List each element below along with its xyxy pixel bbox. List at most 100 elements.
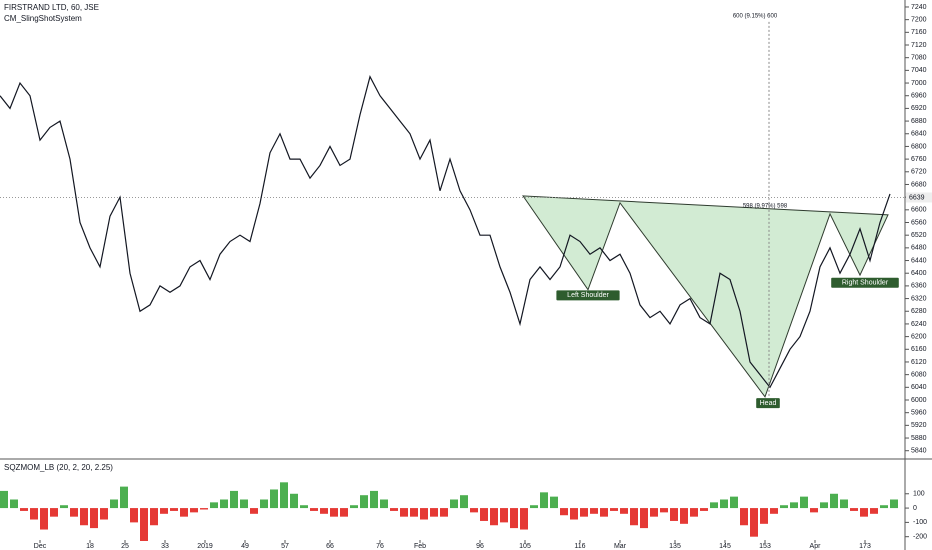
momentum-bar xyxy=(160,508,168,514)
pattern-label-box xyxy=(831,277,899,288)
y-tick-label: 6280 xyxy=(911,308,927,315)
momentum-bar xyxy=(230,490,238,509)
momentum-bar xyxy=(20,508,28,511)
momentum-bar xyxy=(360,495,368,509)
momentum-bar xyxy=(820,502,828,509)
y-tick-label: 7120 xyxy=(911,42,927,49)
pattern-label: Left Shoulder xyxy=(567,292,609,299)
y-tick-label: 6800 xyxy=(911,143,927,150)
momentum-bar xyxy=(450,499,458,509)
momentum-bar xyxy=(180,508,188,517)
y-tick-label: 100 xyxy=(913,491,925,498)
momentum-bar xyxy=(290,493,298,509)
momentum-bar xyxy=(740,508,748,526)
last-price-box xyxy=(906,192,932,203)
y-tick-label: 5920 xyxy=(911,422,927,429)
momentum-bar xyxy=(130,508,138,523)
y-tick-label: 6440 xyxy=(911,257,927,264)
x-tick-label: Feb xyxy=(414,543,426,550)
momentum-bar xyxy=(350,505,358,509)
x-tick-label: 66 xyxy=(326,543,334,550)
y-tick-label: 0 xyxy=(913,505,917,512)
pattern-label: Head xyxy=(760,400,777,407)
x-tick-label: 57 xyxy=(281,543,289,550)
momentum-bar xyxy=(660,508,668,513)
momentum-bar xyxy=(270,489,278,509)
momentum-bar xyxy=(840,499,848,509)
momentum-bar xyxy=(440,508,448,517)
momentum-bar xyxy=(380,499,388,509)
momentum-bar xyxy=(720,499,728,509)
y-tick-label: 7240 xyxy=(911,4,927,11)
momentum-bar xyxy=(120,486,128,509)
momentum-bar xyxy=(810,508,818,513)
momentum-bar xyxy=(620,508,628,514)
x-tick-label: 25 xyxy=(121,543,129,550)
momentum-bar xyxy=(200,508,208,510)
momentum-bar xyxy=(390,508,398,511)
momentum-bar xyxy=(400,508,408,517)
momentum-bar xyxy=(460,495,468,509)
momentum-bar xyxy=(500,508,508,523)
momentum-bar xyxy=(150,508,158,526)
pattern-label: Right Shoulder xyxy=(842,280,889,287)
momentum-bar xyxy=(410,508,418,517)
y-tick-label: 6080 xyxy=(911,371,927,378)
x-tick-label: Mar xyxy=(614,543,627,550)
momentum-bar xyxy=(260,499,268,509)
momentum-bar xyxy=(60,505,68,509)
momentum-bar xyxy=(100,508,108,520)
x-tick-label: Dec xyxy=(34,543,47,550)
momentum-bar xyxy=(640,508,648,529)
momentum-bar xyxy=(530,505,538,509)
momentum-bar xyxy=(340,508,348,517)
y-tick-label: 7200 xyxy=(911,16,927,23)
momentum-bar xyxy=(80,508,88,526)
x-tick-label: 116 xyxy=(574,543,585,550)
momentum-bar xyxy=(540,492,548,509)
momentum-bar xyxy=(320,508,328,514)
last-price-label: 6639 xyxy=(909,194,925,201)
momentum-bar xyxy=(90,508,98,529)
momentum-bar xyxy=(310,508,318,511)
momentum-bar xyxy=(280,482,288,509)
y-tick-label: 6920 xyxy=(911,105,927,112)
y-tick-label: 6320 xyxy=(911,295,927,302)
momentum-bar xyxy=(600,508,608,517)
x-tick-label: 33 xyxy=(161,543,169,550)
x-tick-label: 2019 xyxy=(197,543,213,550)
momentum-title: SQZMOM_LB (20, 2, 20, 2.25) xyxy=(4,463,113,472)
momentum-bar xyxy=(420,508,428,520)
momentum-bar xyxy=(680,508,688,524)
y-tick-label: 5960 xyxy=(911,410,927,417)
pattern-label-box xyxy=(556,290,620,301)
x-tick-label: 105 xyxy=(519,543,531,550)
momentum-bar xyxy=(710,502,718,509)
momentum-bar xyxy=(330,508,338,517)
momentum-bar xyxy=(890,499,898,509)
momentum-bar xyxy=(470,508,478,513)
momentum-bar xyxy=(370,490,378,509)
momentum-bar xyxy=(850,508,858,511)
momentum-bar xyxy=(800,496,808,509)
y-tick-label: 6160 xyxy=(911,346,927,353)
momentum-bar xyxy=(770,508,778,514)
momentum-bar xyxy=(790,502,798,509)
momentum-bar xyxy=(580,508,588,517)
momentum-bar xyxy=(730,496,738,509)
y-tick-label: 6760 xyxy=(911,156,927,163)
momentum-bar xyxy=(10,499,18,509)
y-tick-label: 6040 xyxy=(911,384,927,391)
y-tick-label: 6120 xyxy=(911,359,927,366)
y-tick-label: 6600 xyxy=(911,207,927,214)
measure-label: 598 (9.97%) 598 xyxy=(743,204,788,210)
x-tick-label: 96 xyxy=(476,543,484,550)
momentum-bar xyxy=(590,508,598,514)
y-tick-label: 6680 xyxy=(911,181,927,188)
momentum-bar xyxy=(70,508,78,517)
y-tick-label: 5880 xyxy=(911,435,927,442)
y-tick-label: 6360 xyxy=(911,283,927,290)
